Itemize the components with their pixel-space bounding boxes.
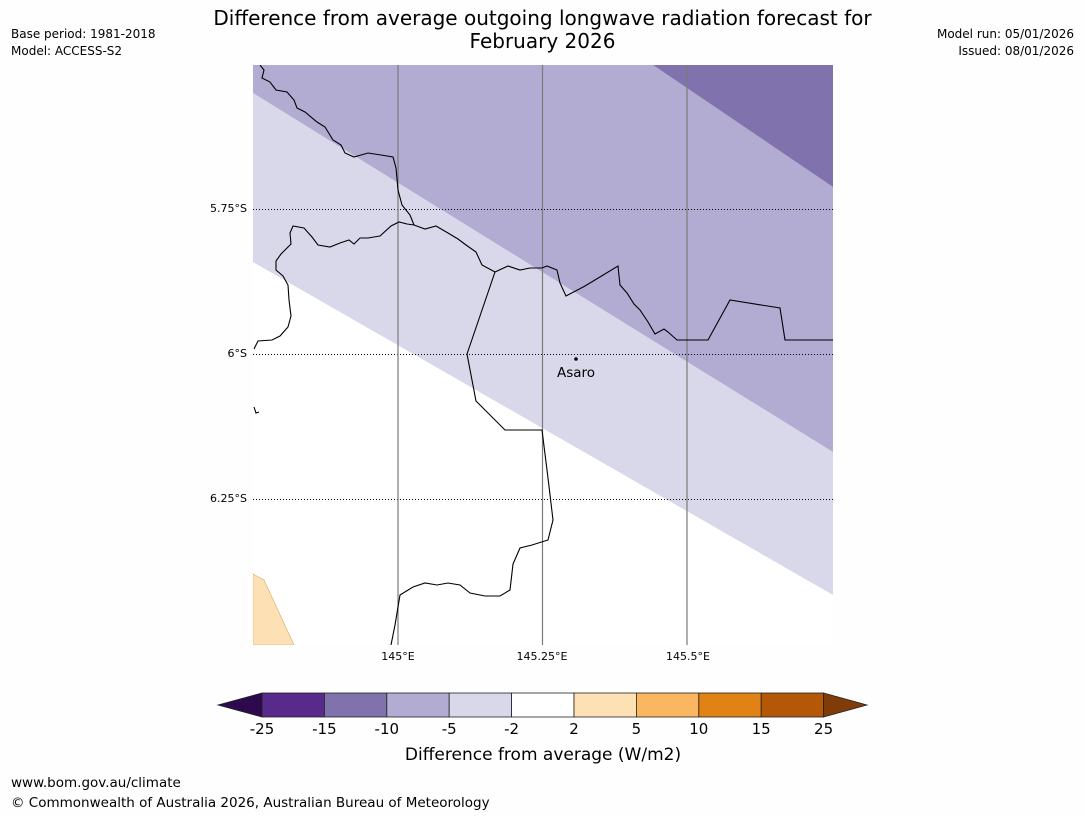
footer-url: www.bom.gov.au/climate [11,775,181,791]
header-meta-right: Model run: 05/01/2026 Issued: 08/01/2026 [937,26,1074,60]
band-2-to-5 [253,573,295,645]
cb-tick-1: -15 [312,720,337,738]
cb-tick-7: 10 [689,720,709,738]
lat-label-6: 6°S [227,347,247,360]
cb-tick-6: 5 [631,720,642,738]
colorbar-bin-8 [698,692,762,718]
title-line-1: Difference from average outgoing longwav… [213,6,872,30]
title-line-2: February 2026 [469,29,616,53]
lon-label-145-25: 145.25°E [516,650,568,663]
colorbar-extend-min [216,692,263,718]
lon-label-145-5: 145.5°E [666,650,710,663]
province-border-west [390,271,554,645]
colorbar-bin-6 [573,692,637,718]
lon-label-145: 145°E [381,650,415,663]
lat-label-6-25: 6.25°S [210,492,247,505]
issued-text: Issued: 08/01/2026 [958,44,1074,58]
model-text: Model: ACCESS-S2 [11,44,123,58]
colorbar-title: Difference from average (W/m2) [404,745,682,765]
colorbar-extend-max [823,692,869,718]
place-label-asaro: Asaro [556,365,596,381]
colorbar-bin-4 [448,692,513,718]
model-run-text: Model run: 05/01/2026 [936,27,1074,41]
colorbar-bin-7 [636,692,700,718]
page-title: Difference from average outgoing longwav… [185,7,900,53]
band-minus15-to-minus10 [653,65,833,187]
colorbar-bin-3 [386,692,450,718]
colorbar-bin-9 [760,692,825,718]
cb-tick-9: 25 [814,720,834,738]
cb-tick-0: -25 [249,720,275,738]
footer-copyright: © Commonwealth of Australia 2026, Austra… [11,795,490,811]
asaro-marker [574,357,578,361]
header-meta-left: Base period: 1981-2018 Model: ACCESS-S2 [11,26,156,60]
coast-fragment [253,406,260,414]
colorbar-bin-5 [511,692,575,718]
cb-tick-5: 2 [569,720,579,738]
colorbar-bin-1 [261,692,325,718]
lat-label-5-75: 5.75°S [210,202,247,215]
colorbar-bin-2 [323,692,388,718]
cb-tick-2: -10 [374,720,400,738]
province-border-central [413,224,833,341]
colorbar [216,692,869,718]
cb-tick-8: 15 [751,720,771,738]
cb-tick-4: -2 [504,720,520,738]
province-border-north [253,65,415,350]
base-period-text: Base period: 1981-2018 [11,27,156,41]
cb-tick-3: -5 [441,720,457,738]
